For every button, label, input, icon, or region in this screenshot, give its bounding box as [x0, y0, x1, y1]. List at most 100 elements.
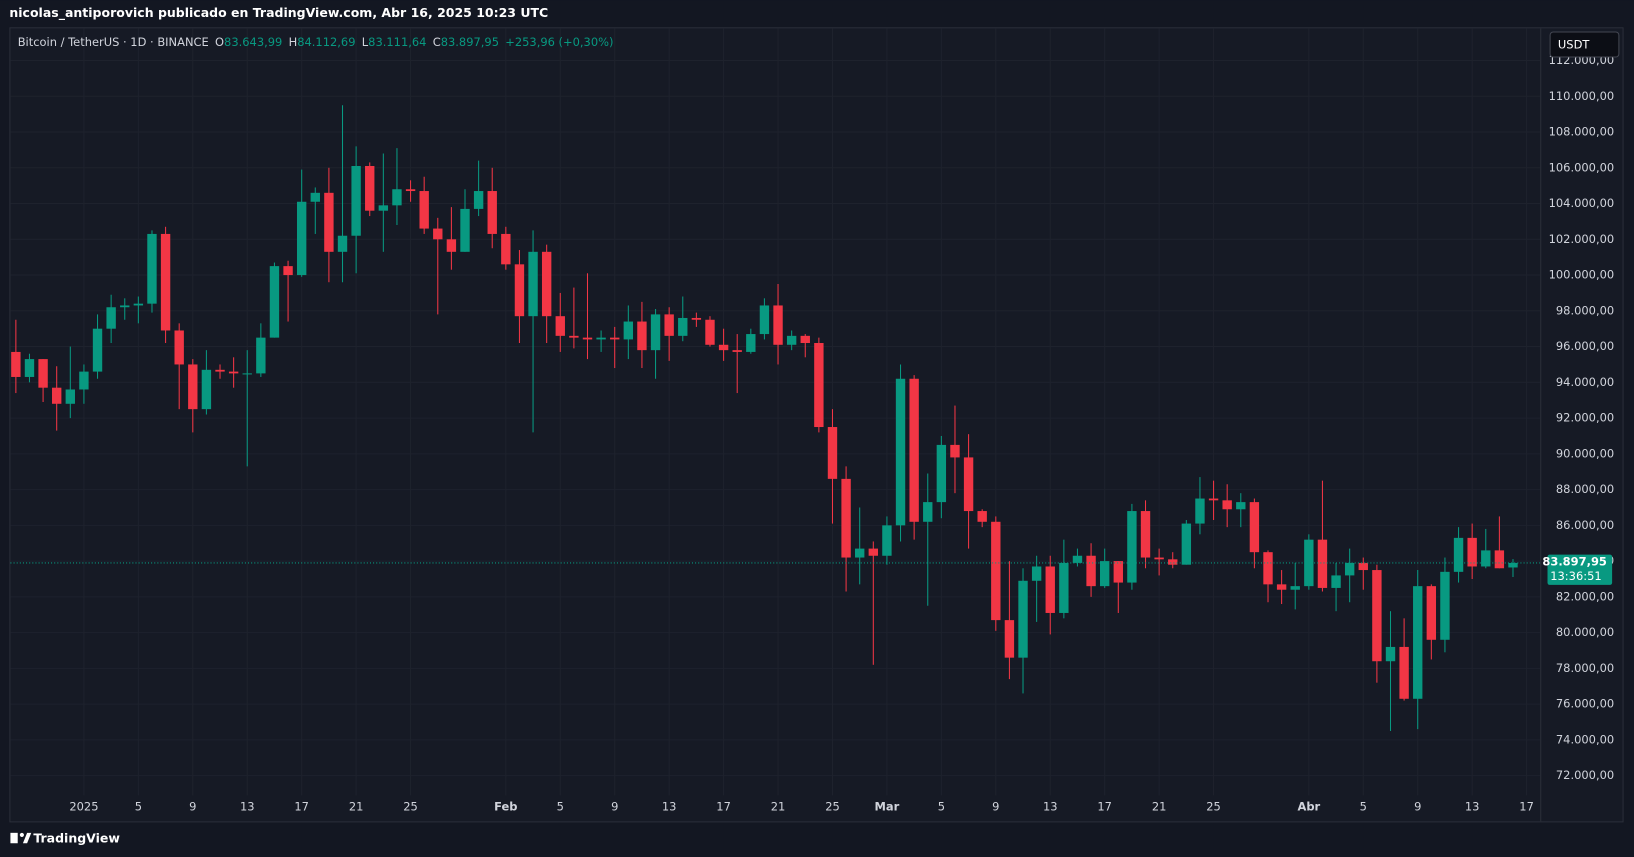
candle-body	[1059, 562, 1069, 613]
x-tick-label: Abr	[1297, 799, 1320, 813]
x-tick-label: Feb	[494, 799, 517, 813]
y-tick-label: 74.000,00	[1556, 732, 1614, 746]
candle-body	[1018, 580, 1028, 658]
x-tick-label: 5	[1360, 799, 1367, 813]
candle-body	[147, 233, 157, 304]
candle-body	[1399, 646, 1409, 699]
candle-body	[283, 266, 293, 276]
candle-body	[882, 525, 892, 556]
y-tick-label: 92.000,00	[1556, 411, 1614, 425]
x-tick-label: 9	[189, 799, 196, 813]
candle-body	[92, 328, 103, 372]
candle-body	[201, 369, 212, 410]
candle-body	[691, 317, 702, 320]
candle-body	[1481, 550, 1491, 567]
candle-body	[1358, 562, 1368, 571]
y-tick-label: 104.000,00	[1549, 196, 1615, 210]
currency-button[interactable]: USDT	[1549, 31, 1620, 58]
o-label: O	[215, 34, 224, 48]
candle-body	[1154, 557, 1164, 560]
candle-body	[1290, 586, 1300, 590]
candle-body	[923, 502, 933, 522]
candle-body	[841, 478, 851, 558]
candle-body	[950, 444, 960, 458]
candle-body	[1453, 537, 1464, 572]
y-tick-label: 80.000,00	[1556, 625, 1614, 639]
candle-body	[1317, 539, 1328, 588]
candle-body	[541, 251, 552, 317]
candle-body	[106, 307, 116, 329]
candle-body	[392, 189, 402, 206]
x-tick-label: 9	[611, 799, 618, 813]
x-tick-label: 17	[294, 799, 309, 813]
candle-body	[623, 321, 634, 340]
x-tick-label: 5	[135, 799, 142, 813]
candle-body	[718, 344, 729, 351]
candle-body	[1331, 575, 1341, 588]
candle-body	[773, 305, 783, 345]
candle-body	[1072, 555, 1083, 563]
grid	[10, 28, 1541, 796]
y-tick-label: 110.000,00	[1549, 89, 1615, 103]
y-tick-label: 90.000,00	[1556, 446, 1614, 460]
x-tick-label: 9	[992, 799, 999, 813]
c-label: C	[433, 34, 441, 48]
candle-body	[337, 235, 348, 252]
candle-body	[855, 548, 865, 558]
candle-body	[228, 371, 239, 374]
currency-label[interactable]: USDT	[1558, 38, 1590, 52]
x-tick-label: 13	[662, 799, 677, 813]
y-tick-label: 88.000,00	[1556, 482, 1614, 496]
candle-body	[1222, 500, 1232, 510]
candle-body	[1372, 570, 1382, 662]
candle-body	[759, 305, 770, 335]
candle-body	[991, 521, 1001, 621]
o-value: 83.643,99	[224, 34, 282, 48]
candle-body	[746, 334, 756, 352]
currency-button-box[interactable]	[1549, 31, 1620, 58]
candle-body	[378, 205, 389, 211]
x-tick-label: 21	[771, 799, 786, 813]
h-value: 84.112,69	[297, 34, 355, 48]
y-tick-label: 100.000,00	[1549, 268, 1615, 282]
candle-body	[705, 319, 715, 345]
candle-body	[1168, 559, 1178, 565]
candle-body	[610, 337, 620, 340]
candle-body	[528, 251, 538, 317]
candle-body	[582, 337, 593, 340]
candle-body	[473, 191, 484, 209]
candle-body	[1031, 566, 1042, 581]
candle-body	[786, 335, 797, 345]
price-tag-price: 83.897,95	[1542, 554, 1607, 568]
candle-body	[324, 192, 334, 252]
y-tick-label: 76.000,00	[1556, 697, 1614, 711]
y-tick-label: 82.000,00	[1556, 589, 1614, 603]
y-tick-label: 108.000,00	[1549, 125, 1615, 139]
x-tick-label: 13	[1465, 799, 1480, 813]
x-tick-label: 5	[557, 799, 564, 813]
candle-body	[1099, 561, 1110, 587]
candle-body	[1467, 537, 1477, 567]
candle-body	[868, 548, 878, 556]
candle-body	[1426, 586, 1437, 640]
y-tick-label: 78.000,00	[1556, 661, 1614, 675]
candle-body	[256, 337, 266, 374]
x-tick-label: 17	[1097, 799, 1112, 813]
candle-body	[242, 373, 252, 375]
candle-body	[814, 342, 824, 428]
l-value: 83.111,64	[368, 34, 426, 48]
candle-body	[1413, 586, 1423, 699]
candle-body	[11, 351, 21, 377]
candle-body	[1440, 571, 1450, 640]
x-tick-label: 17	[1519, 799, 1534, 813]
candle-body	[569, 335, 579, 338]
x-tick-label: 25	[825, 799, 840, 813]
brand-logo-dot	[19, 832, 24, 837]
candle-body	[1249, 502, 1260, 553]
candle-body	[977, 511, 987, 522]
brand-logo-bar	[10, 832, 18, 844]
y-tick-label: 98.000,00	[1556, 303, 1614, 317]
candle-body	[365, 166, 375, 211]
candles	[10, 105, 1541, 731]
candle-body	[1140, 511, 1151, 558]
